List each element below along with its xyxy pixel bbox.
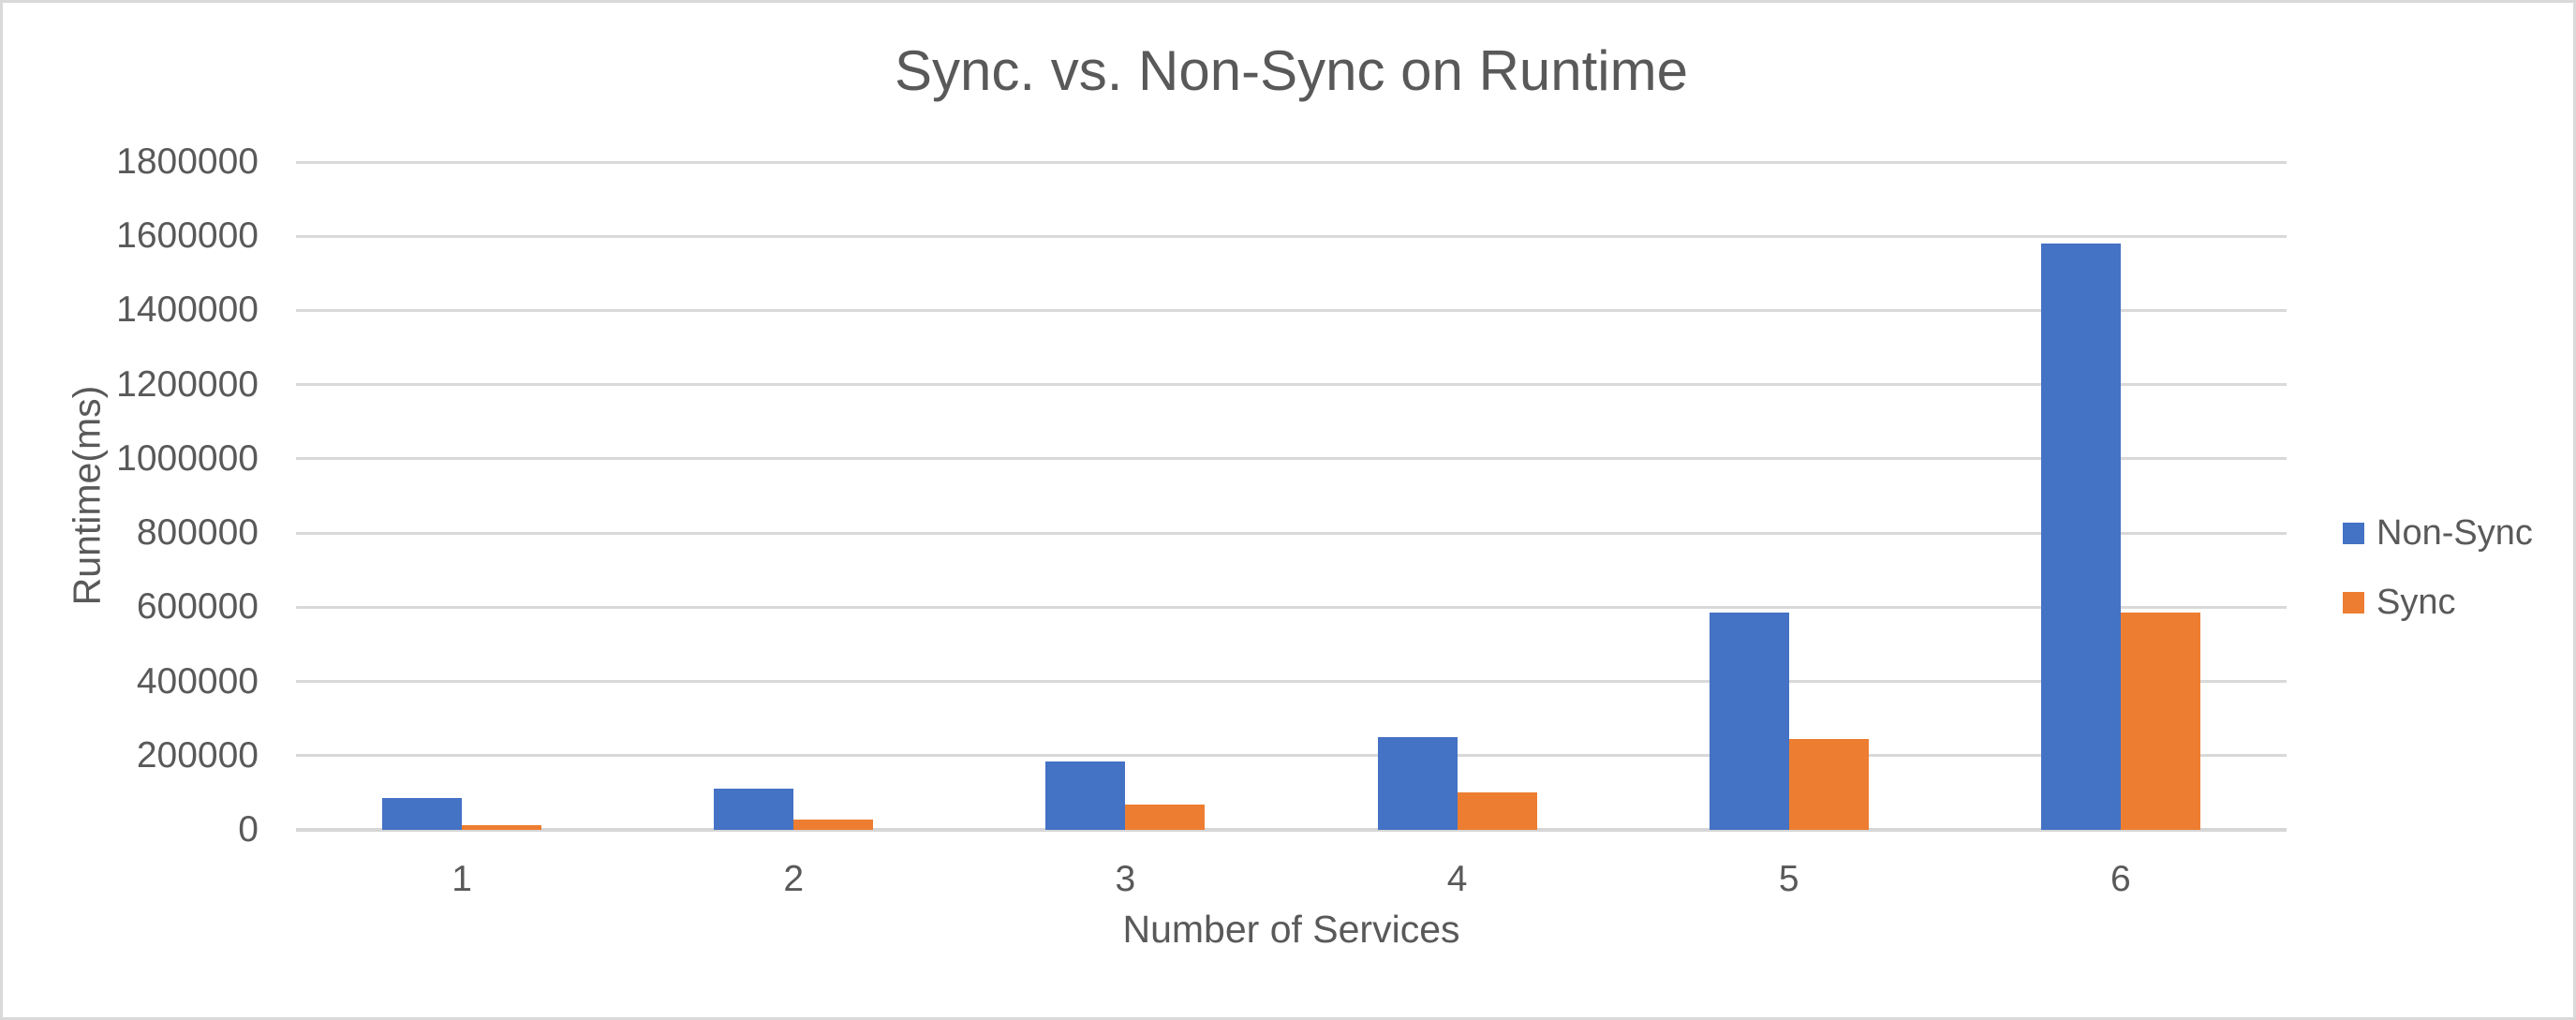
y-tick-label: 400000 [136, 660, 259, 702]
legend: Non-Sync Sync [2343, 511, 2533, 650]
x-tick-label: 5 [1778, 859, 1799, 899]
legend-item-non-sync: Non-Sync [2343, 511, 2533, 554]
legend-label: Sync [2376, 582, 2456, 622]
x-axis-line [296, 828, 2287, 832]
x-tick-label: 3 [1115, 859, 1136, 899]
gridline [296, 383, 2287, 387]
bar-non-sync-cat-6 [2040, 244, 2121, 830]
plot-area [296, 160, 2287, 832]
chart-title: Sync. vs. Non-Sync on Runtime [894, 39, 1688, 102]
y-tick-label: 600000 [136, 586, 259, 628]
gridline [296, 234, 2287, 238]
gridline [296, 680, 2287, 684]
legend-swatch-icon [2343, 522, 2364, 544]
bar-sync-cat-5 [1788, 738, 1869, 830]
y-tick-label: 1600000 [116, 215, 259, 257]
legend-label: Non-Sync [2376, 512, 2533, 553]
x-tick-label: 1 [452, 859, 472, 899]
y-tick-label: 1400000 [116, 289, 259, 331]
bar-sync-cat-6 [2120, 613, 2200, 830]
bar-non-sync-cat-5 [1709, 613, 1789, 830]
y-axis-title: Runtime(ms) [65, 385, 109, 606]
gridline [296, 308, 2287, 312]
bar-sync-cat-4 [1457, 792, 1537, 830]
bar-sync-cat-2 [793, 820, 874, 830]
bar-non-sync-cat-1 [382, 798, 463, 830]
x-tick-label: 2 [783, 859, 805, 899]
bar-non-sync-cat-4 [1377, 736, 1458, 830]
y-tick-label: 1800000 [116, 141, 259, 182]
bar-sync-cat-3 [1125, 805, 1206, 830]
bar-sync-cat-1 [462, 825, 542, 830]
bar-non-sync-cat-2 [714, 789, 794, 830]
y-tick-label: 800000 [136, 512, 259, 554]
y-tick-label: 0 [238, 809, 259, 850]
y-tick-label: 200000 [136, 734, 259, 776]
y-tick-label: 1000000 [116, 437, 259, 479]
legend-item-sync: Sync [2343, 581, 2533, 624]
y-tick-label: 1200000 [116, 363, 259, 405]
gridline [296, 531, 2287, 535]
x-axis-title: Number of Services [1122, 908, 1460, 951]
x-tick-label: 6 [2110, 859, 2131, 899]
legend-swatch-icon [2343, 591, 2364, 613]
gridline [296, 457, 2287, 461]
gridline [296, 754, 2287, 758]
x-tick-label: 4 [1446, 859, 1468, 899]
bar-non-sync-cat-3 [1045, 761, 1126, 830]
gridline [296, 605, 2287, 609]
gridline [296, 160, 2287, 164]
